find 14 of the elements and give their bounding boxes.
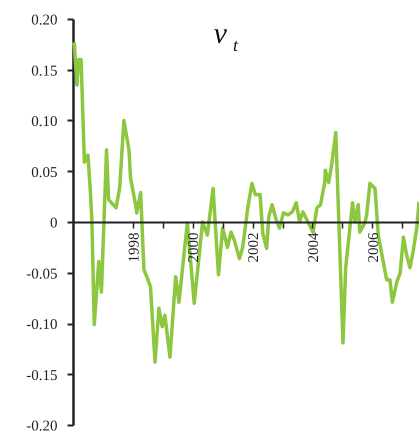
y-tick-label: 0: [50, 216, 58, 232]
y-tick-label: 0.10: [31, 114, 58, 130]
y-tick-label: -0.15: [26, 368, 58, 384]
y-tick-label: 0.20: [31, 12, 58, 28]
y-tick-label: -0.10: [26, 317, 58, 333]
y-tick-label: -0.05: [26, 266, 58, 282]
x-tick-label: 2002: [246, 232, 262, 262]
x-tick-label: 2004: [306, 232, 322, 262]
y-tick-label: 0.15: [31, 63, 58, 80]
x-tick-label: 1998: [126, 232, 142, 262]
x-tick-label: 2006: [366, 232, 382, 262]
x-tick-label: 2000: [186, 232, 202, 262]
y-tick-label: 0.05: [31, 164, 58, 181]
y-tick-label: -0.20: [26, 418, 58, 434]
